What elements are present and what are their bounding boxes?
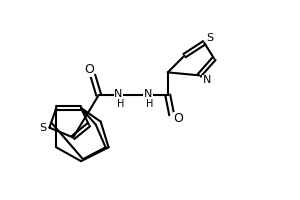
Text: O: O [174,112,184,125]
Text: O: O [84,63,94,76]
Text: N: N [114,89,123,99]
Text: S: S [207,33,214,43]
Text: N: N [144,89,152,99]
Text: S: S [39,123,46,133]
Text: H: H [146,99,154,109]
Text: H: H [117,99,124,109]
Text: N: N [203,75,212,85]
